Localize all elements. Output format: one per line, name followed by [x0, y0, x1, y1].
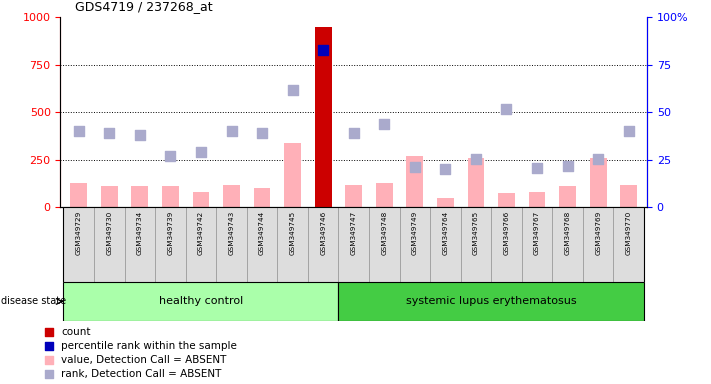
Bar: [437, 198, 454, 207]
Bar: [430, 207, 461, 282]
Bar: [620, 185, 637, 207]
Text: GSM349729: GSM349729: [76, 210, 82, 255]
Point: [165, 153, 176, 159]
Point: [318, 46, 329, 53]
Bar: [528, 192, 545, 207]
Bar: [468, 158, 484, 207]
Bar: [338, 282, 644, 321]
Text: GSM349766: GSM349766: [503, 210, 510, 255]
Text: GSM349743: GSM349743: [228, 210, 235, 255]
Bar: [400, 207, 430, 282]
Point: [439, 166, 451, 172]
Bar: [284, 143, 301, 207]
Bar: [614, 207, 644, 282]
Bar: [589, 158, 606, 207]
Text: GSM349742: GSM349742: [198, 210, 204, 255]
Bar: [223, 185, 240, 207]
Bar: [491, 207, 522, 282]
Bar: [193, 192, 209, 207]
Bar: [70, 183, 87, 207]
Bar: [63, 282, 338, 321]
Bar: [369, 207, 400, 282]
Text: GSM349734: GSM349734: [137, 210, 143, 255]
Bar: [254, 189, 270, 207]
Text: percentile rank within the sample: percentile rank within the sample: [61, 341, 237, 351]
Text: rank, Detection Call = ABSENT: rank, Detection Call = ABSENT: [61, 369, 222, 379]
Bar: [461, 207, 491, 282]
Text: value, Detection Call = ABSENT: value, Detection Call = ABSENT: [61, 355, 227, 365]
Point: [226, 128, 237, 134]
Point: [104, 130, 115, 136]
Point: [348, 130, 359, 136]
Point: [531, 166, 542, 172]
Text: GSM349747: GSM349747: [351, 210, 357, 255]
Text: GSM349767: GSM349767: [534, 210, 540, 255]
Bar: [162, 187, 179, 207]
Point: [562, 164, 573, 170]
Point: [368, 257, 380, 263]
Point: [196, 149, 207, 155]
Point: [368, 4, 380, 10]
Point: [257, 130, 268, 136]
Text: GSM349745: GSM349745: [289, 210, 296, 255]
Text: GSM349769: GSM349769: [595, 210, 601, 255]
Bar: [132, 187, 149, 207]
Bar: [186, 207, 216, 282]
Text: GSM349730: GSM349730: [107, 210, 112, 255]
Text: GSM349748: GSM349748: [381, 210, 387, 255]
Bar: [407, 156, 423, 207]
Text: GDS4719 / 237268_at: GDS4719 / 237268_at: [75, 0, 213, 13]
Point: [134, 132, 146, 138]
Bar: [247, 207, 277, 282]
Bar: [155, 207, 186, 282]
Point: [470, 156, 481, 162]
Text: GSM349768: GSM349768: [565, 210, 571, 255]
Bar: [552, 207, 583, 282]
Text: GSM349746: GSM349746: [320, 210, 326, 255]
Text: systemic lupus erythematosus: systemic lupus erythematosus: [406, 296, 577, 306]
Bar: [559, 187, 576, 207]
Text: GSM349739: GSM349739: [167, 210, 173, 255]
Bar: [216, 207, 247, 282]
Bar: [315, 27, 331, 207]
Point: [409, 164, 420, 170]
Text: GSM349764: GSM349764: [442, 210, 449, 255]
Bar: [498, 193, 515, 207]
Text: healthy control: healthy control: [159, 296, 243, 306]
Point: [287, 86, 299, 93]
Text: GSM349749: GSM349749: [412, 210, 418, 255]
Point: [592, 156, 604, 162]
Text: count: count: [61, 327, 91, 337]
Bar: [101, 187, 118, 207]
Bar: [63, 207, 94, 282]
Bar: [376, 183, 392, 207]
Bar: [124, 207, 155, 282]
Point: [501, 106, 512, 112]
Point: [368, 131, 380, 137]
Text: GSM349744: GSM349744: [259, 210, 265, 255]
Bar: [346, 185, 362, 207]
Point: [73, 128, 85, 134]
Text: disease state: disease state: [1, 296, 66, 306]
Bar: [338, 207, 369, 282]
Bar: [522, 207, 552, 282]
Text: GSM349770: GSM349770: [626, 210, 631, 255]
Bar: [583, 207, 614, 282]
Point: [378, 121, 390, 127]
Text: GSM349765: GSM349765: [473, 210, 479, 255]
Bar: [308, 207, 338, 282]
Bar: [277, 207, 308, 282]
Point: [623, 128, 634, 134]
Bar: [94, 207, 124, 282]
